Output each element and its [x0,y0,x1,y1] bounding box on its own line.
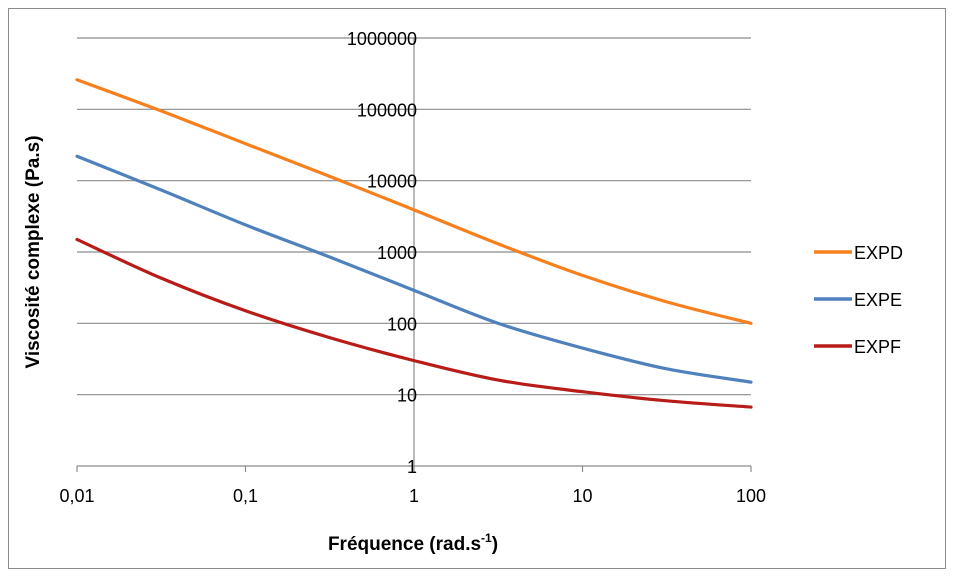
y-tick-label: 100000 [357,100,417,120]
chart-frame [8,8,946,569]
axis-layer [76,37,752,472]
y-tick-label: 1000 [377,243,417,263]
series-line-expe [75,154,753,384]
y-tick-label: 10 [397,386,417,406]
y-tick-label: 1 [407,457,417,477]
x-tick-label: 10 [572,486,592,506]
y-tick-label: 100 [387,314,417,334]
series-line-expd [75,78,753,325]
y-axis-title: Viscosité complexe (Pa.s) [23,135,44,368]
y-tick-labels: 1 10 100 1000 10000 100000 1000000 [347,29,417,477]
series-layer [75,78,753,409]
legend: EXPD EXPE EXPF [814,243,903,357]
x-tick-label: 100 [736,486,766,506]
x-axis-title: Fréquence (rad.s-1) [328,531,498,555]
x-axis-title-main: Fréquence (rad.s [328,534,481,555]
series-line-expf [75,237,753,409]
legend-label-expd: EXPD [854,243,903,263]
x-tick-label: 0,01 [59,486,94,506]
x-tick-label: 0,1 [233,486,258,506]
y-tick-label: 1000000 [347,29,417,49]
x-axis-title-superscript: -1 [481,531,492,545]
x-tick-label: 1 [409,486,419,506]
legend-label-expe: EXPE [854,290,902,310]
y-tick-label: 10000 [367,172,417,192]
x-tick-labels: 0,01 0,1 1 10 100 [59,486,766,506]
x-axis-title-suffix: ) [492,534,498,555]
legend-label-expf: EXPF [854,337,901,357]
